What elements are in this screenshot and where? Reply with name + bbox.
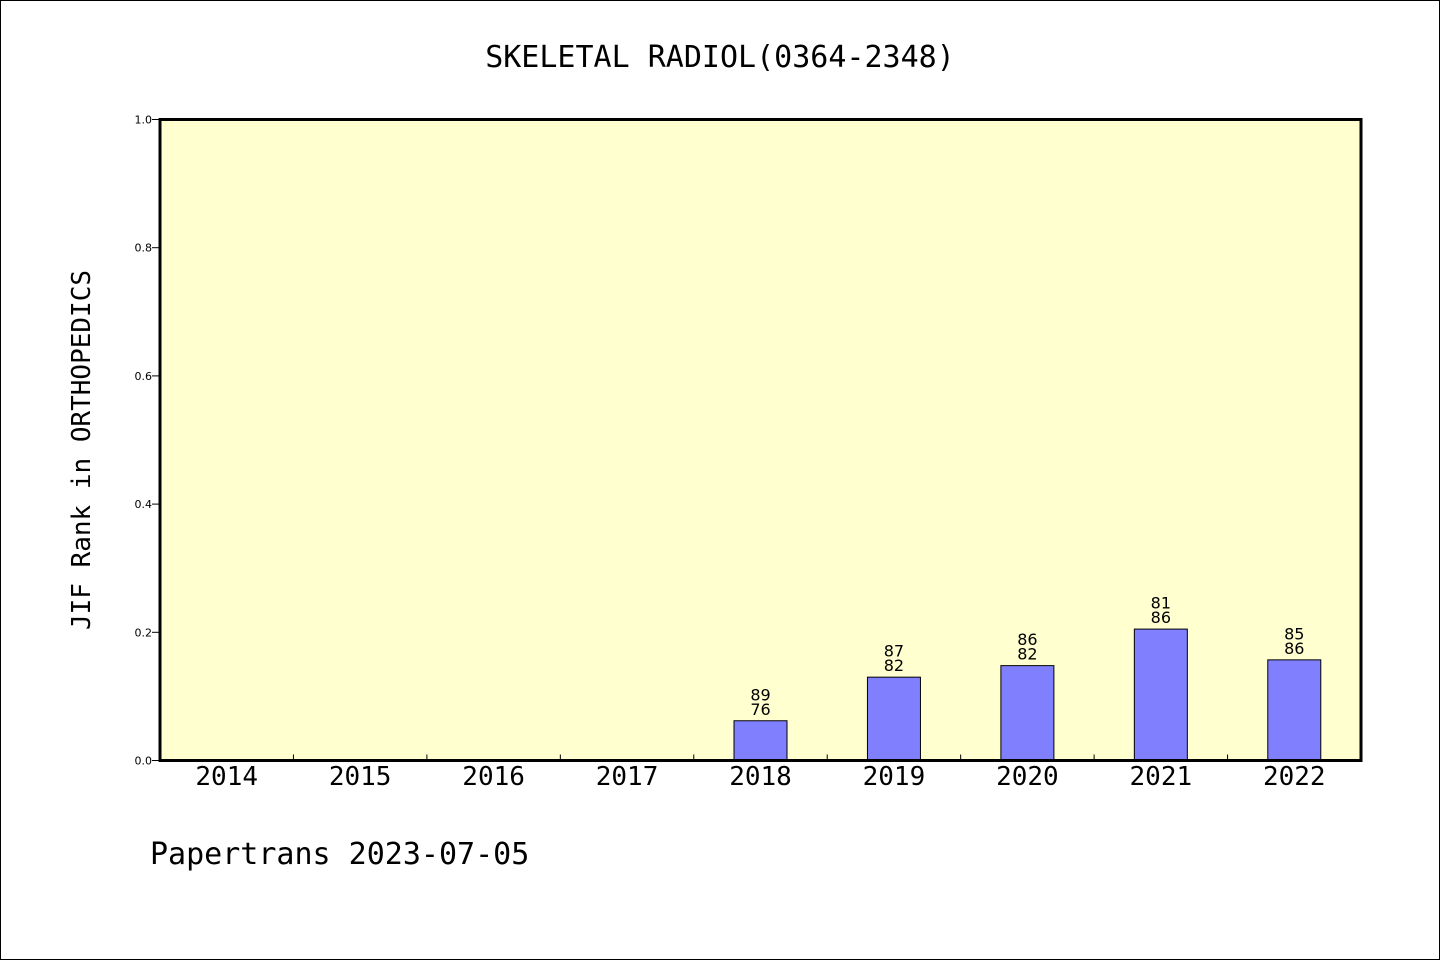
bar-2021	[1133, 628, 1188, 761]
x-tick-label: 2019	[863, 762, 926, 792]
footer-text: Papertrans 2023-07-05	[150, 837, 529, 872]
bar-value-label: 76	[750, 700, 770, 719]
y-axis-ticks: 0.0 0.2 0.4 0.6 0.8 1.0	[135, 114, 160, 768]
bar-2018	[733, 720, 788, 761]
x-tick-label: 2020	[996, 762, 1059, 792]
bar-2019	[866, 676, 921, 761]
x-axis-ticks: 2014 2015 2016 2017 2018 2019 2020 2021 2022	[195, 754, 1326, 792]
bar-value-label: 85	[1284, 624, 1304, 643]
x-tick-label: 2015	[329, 762, 392, 792]
x-tick-label: 2017	[596, 762, 659, 792]
bars-group	[733, 628, 1322, 762]
y-tick-label: 0.4	[135, 498, 153, 511]
y-tick-label: 0.2	[135, 626, 153, 639]
y-tick-label: 0.6	[135, 370, 153, 383]
plot-border	[158, 118, 1363, 762]
x-tick-label: 2022	[1263, 762, 1326, 792]
x-tick-label: 2018	[729, 762, 792, 792]
chart-title: SKELETAL RADIOL(0364-2348)	[485, 40, 955, 75]
bar-value-label: 86	[1151, 608, 1171, 627]
y-tick-label: 1.0	[135, 114, 153, 127]
bar-2022	[1267, 659, 1322, 761]
x-tick-label: 2021	[1130, 762, 1193, 792]
y-tick-label: 0.0	[135, 755, 153, 768]
bar-2020	[1000, 665, 1055, 762]
bar-value-label: 82	[1017, 645, 1037, 664]
x-tick-label: 2014	[195, 762, 258, 792]
bar-value-label: 86	[1017, 630, 1037, 649]
bar-value-label: 82	[884, 656, 904, 675]
y-tick-label: 0.8	[135, 242, 153, 255]
bar-value-label: 89	[750, 685, 770, 704]
y-axis-label: JIF Rank in ORTHOPEDICS	[67, 270, 97, 630]
bar-value-label: 86	[1284, 639, 1304, 658]
bar-value-label: 87	[884, 642, 904, 661]
x-tick-label: 2016	[462, 762, 525, 792]
bar-value-label: 81	[1151, 594, 1171, 613]
